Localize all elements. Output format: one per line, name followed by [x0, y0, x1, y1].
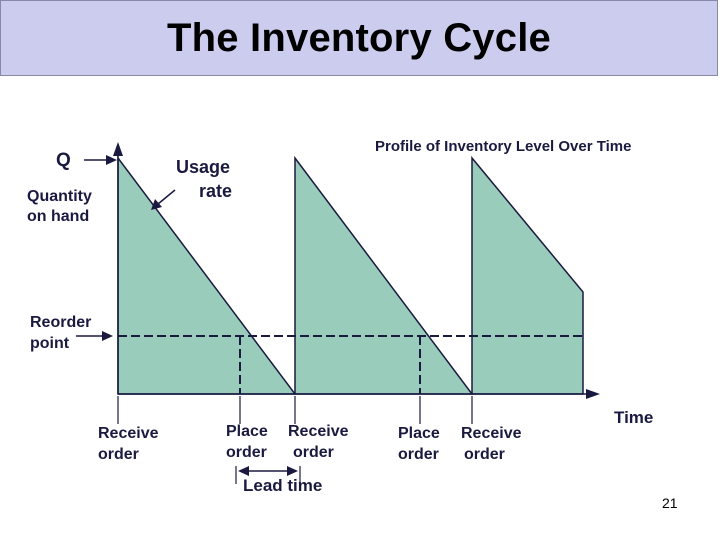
profile-label: Profile of Inventory Level Over Time	[375, 138, 632, 155]
y-axis-arrow	[113, 142, 123, 156]
reorder-pointer-arrow	[102, 331, 113, 341]
time-label: Time	[614, 408, 654, 427]
lead-time-label: Lead time	[243, 476, 323, 495]
slide-title: The Inventory Cycle	[167, 15, 551, 60]
receive-order-2-line2: order	[293, 444, 334, 461]
cycle-2-area	[294, 155, 474, 395]
q-pointer-arrow	[106, 155, 117, 165]
place-order-2-line2: order	[398, 446, 439, 463]
place-order-1-line2: order	[226, 444, 267, 461]
x-axis-arrow	[586, 389, 600, 399]
lead-time-arrow-right	[287, 466, 298, 476]
title-bar: The Inventory Cycle	[0, 0, 718, 76]
cycle-3-area	[471, 155, 584, 395]
receive-order-1-line1: Receive	[98, 425, 159, 442]
place-order-2-line1: Place	[398, 425, 440, 442]
place-order-1-line1: Place	[226, 423, 268, 440]
usage-label-line1: Usage	[176, 157, 231, 177]
lead-time-arrow-left	[238, 466, 249, 476]
receive-order-3-line2: order	[464, 446, 505, 463]
reorder-label-line2: point	[30, 335, 70, 352]
quantity-label-line2: on hand	[27, 208, 90, 225]
receive-order-2-line1: Receive	[288, 423, 349, 440]
page-number: 21	[662, 495, 678, 511]
quantity-label-line1: Quantity	[27, 188, 92, 205]
receive-order-1-line2: order	[98, 446, 139, 463]
usage-label-line2: rate	[199, 181, 233, 201]
q-label: Q	[56, 150, 71, 171]
usage-rate-pointer-line	[157, 189, 176, 205]
usage-rate-pointer-arrow	[151, 199, 162, 210]
reorder-label-line1: Reorder	[30, 314, 92, 331]
receive-order-3-line1: Receive	[461, 425, 522, 442]
